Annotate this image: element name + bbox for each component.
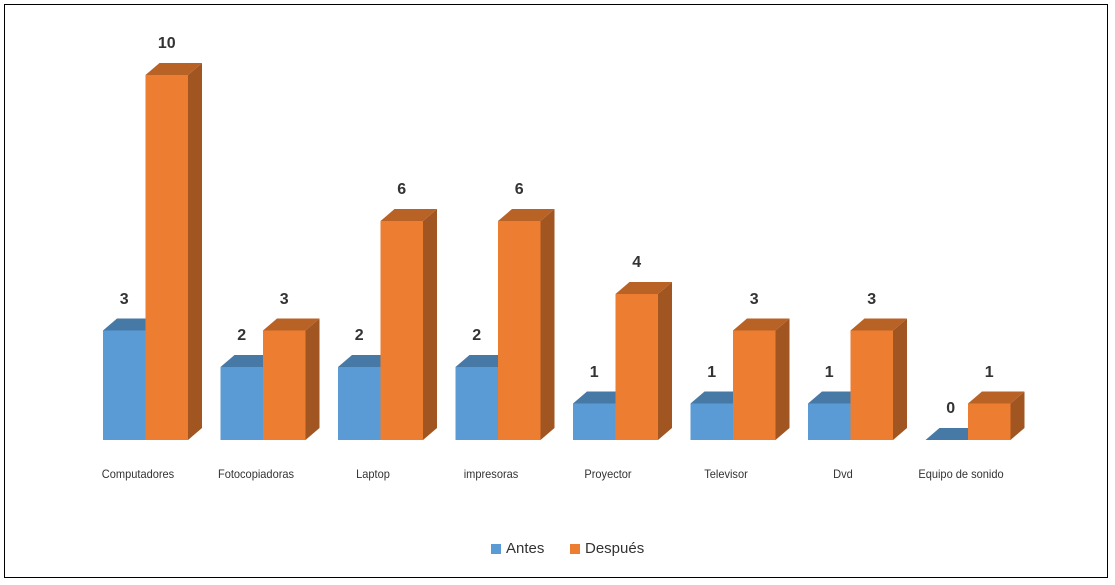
x-tick-label: Fotocopiadoras	[217, 467, 294, 481]
data-label: 4	[632, 254, 642, 271]
bar-top	[690, 391, 747, 404]
data-label: 2	[237, 327, 247, 344]
data-label: 1	[707, 363, 717, 381]
bar-top	[380, 209, 437, 221]
data-label: 2	[472, 327, 482, 344]
bar	[808, 403, 851, 440]
bar-top	[968, 391, 1025, 404]
bar	[455, 367, 498, 440]
bar-side	[188, 63, 202, 440]
x-tick-label: Proyector	[584, 467, 632, 481]
data-label: 6	[397, 181, 407, 198]
data-label: 2	[354, 327, 364, 344]
bar	[573, 403, 616, 440]
bar-top	[808, 391, 865, 404]
data-label: 10	[157, 35, 176, 52]
bar-top	[338, 355, 395, 367]
bar	[220, 367, 263, 440]
bar-top	[498, 209, 555, 221]
x-tick-label: Equipo de sonido	[917, 467, 1004, 481]
bar-top	[925, 428, 982, 440]
bar-side	[423, 209, 437, 440]
data-label: 6	[514, 181, 524, 198]
legend-swatch	[570, 543, 580, 554]
bar	[615, 294, 658, 440]
data-label: 3	[279, 290, 289, 308]
legend-item: Antes	[491, 540, 544, 557]
legend-swatch	[491, 543, 501, 554]
x-tick-label: impresoras	[463, 467, 518, 481]
legend-label: Antes	[506, 540, 545, 557]
data-label: 1	[589, 363, 599, 381]
bar	[850, 330, 893, 440]
bar-top	[220, 355, 277, 367]
bar-top	[573, 391, 630, 404]
bar-top	[263, 318, 320, 331]
bar	[498, 221, 541, 440]
bar	[263, 330, 306, 440]
chart-border	[4, 4, 1108, 578]
x-tick-label: Computadores	[101, 467, 175, 481]
bar-top	[145, 63, 202, 75]
x-tick-label: Televisor	[703, 467, 748, 481]
x-tick-label: Dvd	[833, 467, 853, 481]
legend-item: Después	[570, 540, 644, 557]
bar-top	[455, 355, 512, 367]
bar-side	[1010, 391, 1025, 440]
bar-side	[775, 318, 790, 440]
bar	[733, 330, 776, 440]
bar-side	[658, 282, 672, 440]
data-label: 1	[824, 363, 834, 381]
legend-label: Después	[585, 540, 645, 557]
data-label: 3	[749, 290, 759, 308]
data-label: 1	[984, 363, 994, 381]
bar	[338, 367, 381, 440]
bar-side	[305, 318, 320, 440]
bar	[968, 403, 1011, 440]
bar-top	[850, 318, 907, 331]
bar-top	[733, 318, 790, 331]
bar-top	[103, 318, 160, 331]
bar-side	[540, 209, 555, 440]
data-label: 3	[867, 290, 877, 308]
data-label: 0	[946, 400, 956, 417]
bar-side	[893, 318, 907, 440]
bar	[380, 221, 423, 440]
data-label: 3	[119, 290, 129, 308]
bar	[103, 330, 146, 440]
bar	[690, 403, 733, 440]
bar-top	[615, 282, 672, 294]
bar	[145, 75, 188, 440]
x-tick-label: Laptop	[356, 467, 390, 481]
